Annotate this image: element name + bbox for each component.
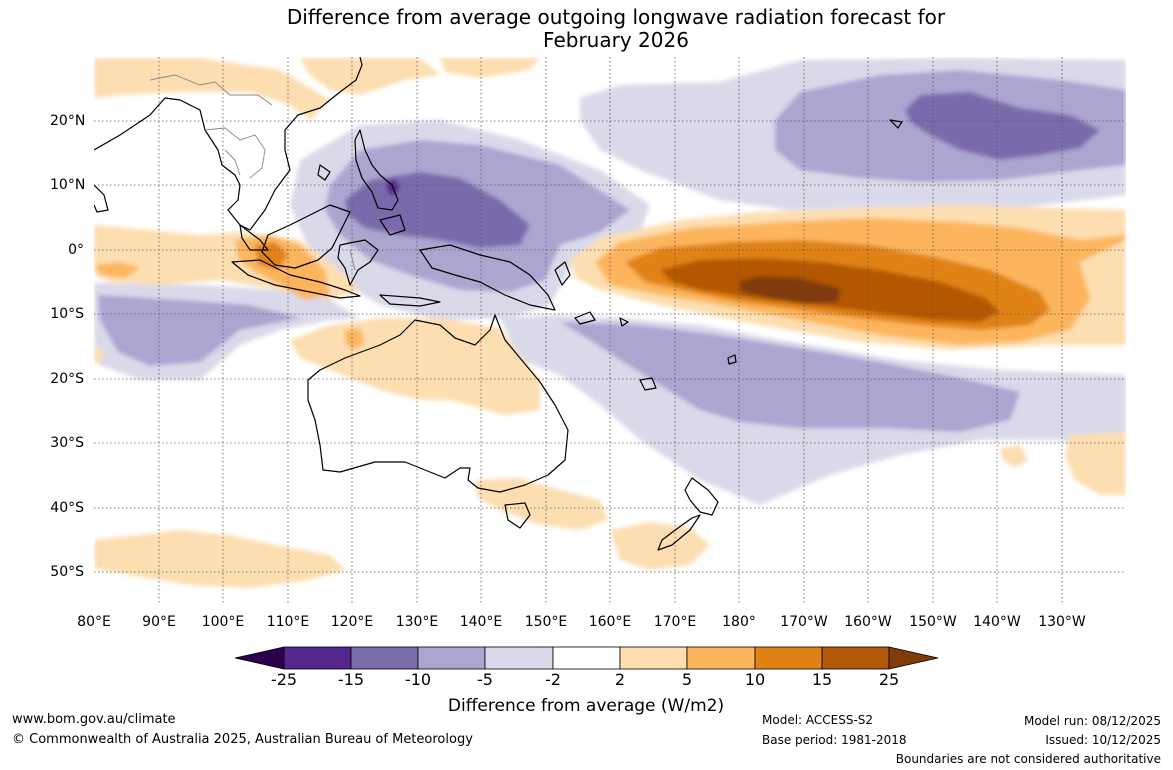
lon-label: 140°W (973, 614, 1021, 630)
lat-label: 20°N (50, 113, 86, 129)
lon-label: 130°E (395, 614, 439, 630)
lat-label: 10°N (50, 177, 86, 193)
lon-label: 110°E (266, 614, 310, 630)
chart-title-line-1: Difference from average outgoing longwav… (286, 5, 946, 29)
colorbar-tick: -15 (337, 670, 365, 689)
lon-label: 120°E (330, 614, 374, 630)
colorbar-tick: 2 (614, 670, 626, 689)
coastlines (94, 57, 903, 551)
lon-label: 170°E (653, 614, 697, 630)
colorbar-tick: 25 (878, 670, 900, 689)
country-borders (149, 74, 356, 271)
positive-anomaly-extreme (738, 276, 840, 304)
colorbar-tick: 5 (681, 670, 693, 689)
lon-label: 160°W (844, 614, 892, 630)
lon-label: 130°W (1038, 614, 1086, 630)
colorbar-tick: -2 (545, 670, 561, 689)
model-name: Model: ACCESS-S2 (762, 713, 874, 727)
colorbar-label: Difference from average (W/m2) (447, 696, 725, 716)
lon-label: 150°W (909, 614, 957, 630)
lon-label: 90°E (142, 614, 176, 630)
website-link[interactable]: www.bom.gov.au/climate (12, 712, 176, 727)
lat-label: 10°S (50, 306, 84, 322)
lon-label: 160°E (588, 614, 632, 630)
disclaimer: Boundaries are not considered authoritat… (895, 752, 1161, 766)
base-period: Base period: 1981-2018 (762, 733, 907, 747)
graticule (94, 57, 1126, 603)
lon-label: 180° (722, 614, 756, 630)
lat-label: 30°S (50, 435, 84, 451)
lon-label: 170°W (780, 614, 828, 630)
lon-label: 80°E (77, 614, 111, 630)
model-run-date: Model run: 08/12/2025 (1023, 714, 1161, 728)
lon-label: 150°E (524, 614, 568, 630)
colorbar-tick: 15 (811, 670, 833, 689)
colorbar-tick: -5 (477, 670, 493, 689)
colorbar-tick: -10 (404, 670, 432, 689)
lon-label: 140°E (459, 614, 503, 630)
chart-title-line-2: February 2026 (543, 28, 689, 52)
lat-label: 50°S (50, 564, 84, 580)
lat-label: 40°S (50, 500, 84, 516)
lon-label: 100°E (201, 614, 245, 630)
copyright: © Commonwealth of Australia 2025, Austra… (12, 732, 473, 747)
issued-date: Issued: 10/12/2025 (1045, 733, 1161, 747)
lat-label: 0° (68, 242, 84, 258)
colorbar-tick: 10 (744, 670, 766, 689)
colorbar-tick: -25 (270, 670, 298, 689)
lat-label: 20°S (50, 371, 84, 387)
